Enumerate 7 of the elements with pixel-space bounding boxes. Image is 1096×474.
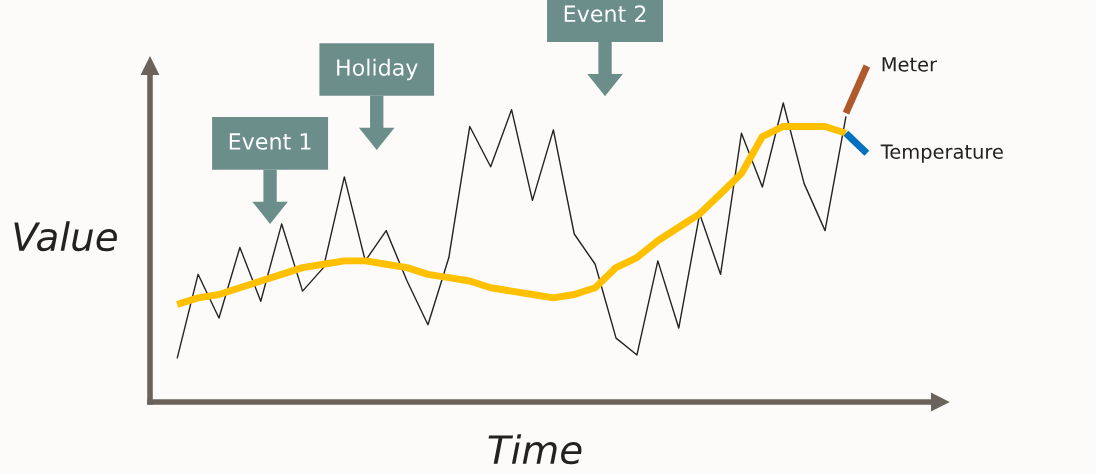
annotation: Holiday (337, 58, 418, 81)
series-label: Meter (882, 57, 938, 72)
series-label: Temperature (880, 144, 1003, 163)
y-axis-title: Value (14, 221, 117, 252)
x-axis-title: Time (488, 434, 582, 465)
text: Event 2 (564, 5, 646, 23)
annotation: Event 1 (229, 133, 311, 150)
